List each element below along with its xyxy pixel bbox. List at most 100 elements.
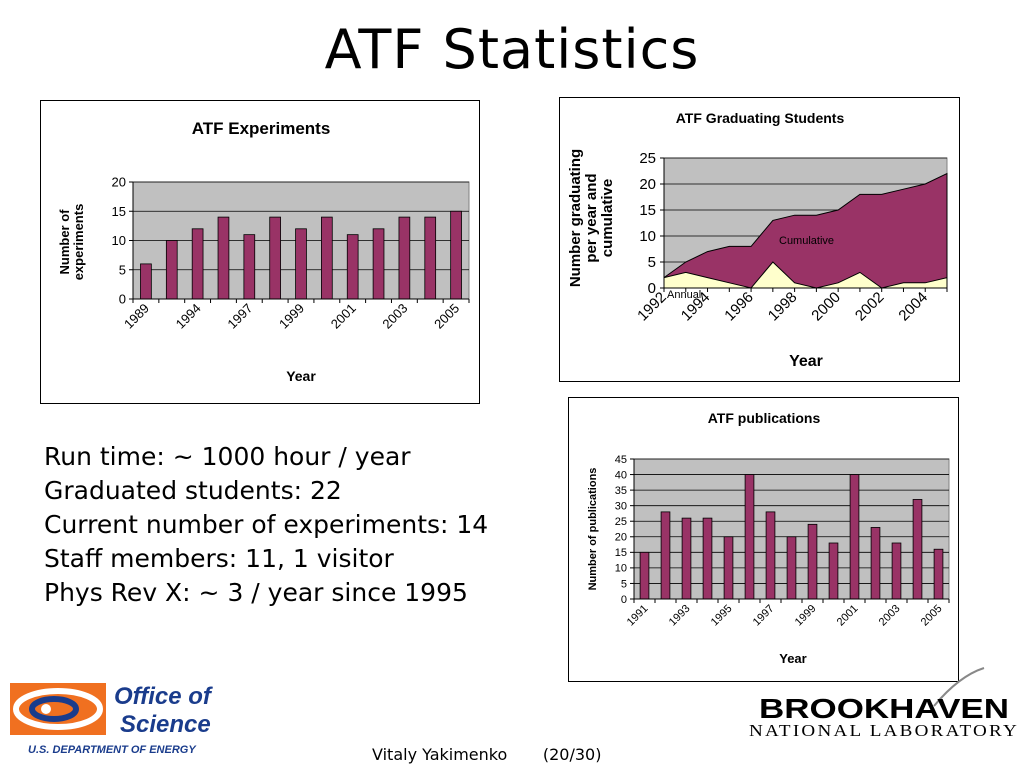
publications-bar-2000 (828, 542, 839, 600)
experiments-y-axis-label: Number ofexperiments (57, 204, 86, 281)
students-area-cumulative (663, 172, 948, 289)
publications-y-tick-label: 35 (615, 485, 627, 497)
publications-x-tick-label: 1993 (667, 603, 693, 629)
students-x-tick-label: 2002 (852, 289, 888, 325)
stats-list: Run time: ~ 1000 hour / year Graduated s… (44, 440, 488, 610)
students-x-tick-label: 2000 (808, 289, 844, 325)
experiments-bar-1996 (217, 216, 230, 300)
publications-x-tick-label: 2005 (919, 603, 945, 629)
students-series-label-annual: Annual (667, 289, 701, 301)
students-y-tick-label: 0 (648, 280, 656, 297)
publications-bar-2002 (870, 527, 881, 600)
publications-bar-1995 (723, 536, 734, 600)
experiments-chart-frame: ATF Experiments Year 0 5 10 15 20 1989 1994 199… (40, 100, 480, 404)
experiments-bar-2005 (450, 210, 462, 300)
stat-graduated-students: Graduated students: 22 (44, 476, 342, 505)
publications-chart-frame: ATF publications Year 0 5 10 15 20 25 30 35 40 45… (568, 397, 959, 682)
publications-bar-1993 (681, 517, 692, 600)
experiments-x-tick-label: 2005 (431, 301, 462, 332)
publications-bar-2003 (891, 542, 902, 600)
publications-bar-1994 (702, 517, 713, 600)
students-y-tick-label: 20 (639, 176, 656, 193)
experiments-x-tick-label: 2003 (379, 301, 410, 332)
students-series-label-cumulative: Cumulative (779, 235, 834, 247)
publications-bar-2005 (933, 548, 944, 600)
experiments-bar-1994 (191, 228, 204, 300)
publications-y-tick-label: 10 (615, 563, 627, 575)
publications-x-tick-label: 1997 (751, 603, 777, 629)
publications-bar-1996 (744, 474, 755, 600)
publications-chart-title: ATF publications (708, 410, 821, 426)
students-x-tick-label: 1998 (765, 289, 801, 325)
doe-logo-line3: U.S. DEPARTMENT OF ENERGY (28, 744, 197, 756)
publications-bar-1997 (765, 511, 776, 600)
experiments-bar-2000 (321, 216, 333, 300)
publications-bar-2004 (912, 499, 923, 600)
experiments-y-tick-label: 10 (112, 233, 126, 248)
experiments-y-tick-label: 5 (119, 262, 126, 277)
students-y-tick-label: 10 (639, 228, 656, 245)
experiments-x-axis-label: Year (286, 368, 316, 384)
brookhaven-logo: BROOKHAVEN NATIONAL LABORATORY (749, 667, 1019, 740)
publications-bar-1991 (639, 551, 650, 600)
bnl-logo-line2: NATIONAL LABORATORY (749, 721, 1019, 740)
experiments-bar-2004 (424, 216, 437, 300)
publications-y-tick-label: 20 (615, 532, 627, 544)
publications-x-tick-label: 1991 (625, 603, 651, 629)
experiments-x-tick-label: 1997 (224, 301, 255, 332)
students-x-tick-label: 1992 (634, 289, 670, 325)
bnl-logo-line1: BROOKHAVEN (759, 693, 1009, 724)
experiments-y-tick-label: 0 (119, 292, 126, 307)
experiments-x-tick-label: 1999 (276, 301, 307, 332)
publications-bar-2001 (849, 474, 860, 600)
experiments-bar-1993 (165, 240, 178, 300)
students-chart: ATF Graduating Students Year 0 5 10 15 20 25 C… (567, 110, 948, 370)
experiments-bar-2002 (372, 228, 385, 300)
publications-x-axis-label: Year (779, 651, 806, 666)
publications-bar-1992 (660, 511, 671, 600)
students-chart-frame: ATF Graduating Students Year 0 5 10 15 20 25 C… (559, 97, 960, 382)
experiments-y-tick-label: 20 (112, 175, 126, 190)
experiments-bar-1989 (140, 263, 152, 300)
publications-y-tick-label: 30 (615, 501, 627, 513)
students-x-tick-label: 2004 (895, 289, 931, 325)
publications-bar-1999 (807, 523, 818, 600)
experiments-bar-1997 (243, 234, 256, 300)
publications-y-tick-label: 5 (621, 578, 627, 590)
publications-x-tick-label: 1999 (793, 603, 819, 629)
students-x-axis-label: Year (789, 353, 823, 370)
doe-office-of-science-logo: Office of Science U.S. DEPARTMENT OF ENE… (10, 683, 213, 756)
experiments-bar-2001 (346, 234, 359, 300)
footer-presenter-page: Vitaly Yakimenko (20/30) (372, 745, 602, 764)
experiments-y-tick-label: 15 (112, 204, 126, 219)
publications-bar-1998 (786, 536, 797, 600)
doe-logo-line2: Science (120, 711, 211, 738)
publications-chart: ATF publications Year 0 5 10 15 20 25 30 35 40 45… (587, 410, 950, 666)
experiments-x-tick-label: 1994 (173, 301, 204, 332)
stat-staff-members: Staff members: 11, 1 visitor (44, 544, 394, 573)
publications-y-tick-label: 15 (615, 547, 627, 559)
stat-current-experiments: Current number of experiments: 14 (44, 510, 489, 539)
publications-y-tick-label: 45 (615, 454, 627, 466)
experiments-x-tick-label: 2001 (328, 301, 359, 332)
experiments-bar-1998 (269, 216, 281, 300)
students-chart-title: ATF Graduating Students (676, 110, 845, 126)
publications-y-tick-label: 40 (615, 469, 627, 481)
doe-logo-line1: Office of (114, 683, 213, 710)
experiments-chart-title: ATF Experiments (192, 119, 331, 138)
students-y-axis-label: Number graduatingper year andcumulative (567, 149, 616, 287)
publications-y-tick-label: 0 (621, 594, 627, 606)
publications-y-tick-label: 25 (615, 516, 627, 528)
stat-run-time: Run time: ~ 1000 hour / year (44, 442, 411, 471)
students-y-tick-label: 25 (639, 150, 656, 167)
publications-x-tick-label: 1995 (709, 603, 735, 629)
students-x-tick-label: 1996 (721, 289, 757, 325)
publications-x-tick-label: 2003 (877, 603, 903, 629)
experiments-bar-1999 (295, 228, 307, 300)
publications-y-axis-label: Number of publications (587, 468, 599, 591)
stat-phys-rev: Phys Rev X: ~ 3 / year since 1995 (44, 578, 468, 607)
students-y-tick-label: 15 (639, 202, 656, 219)
slide-title: ATF Statistics (324, 18, 700, 81)
experiments-bar-2003 (398, 216, 411, 300)
